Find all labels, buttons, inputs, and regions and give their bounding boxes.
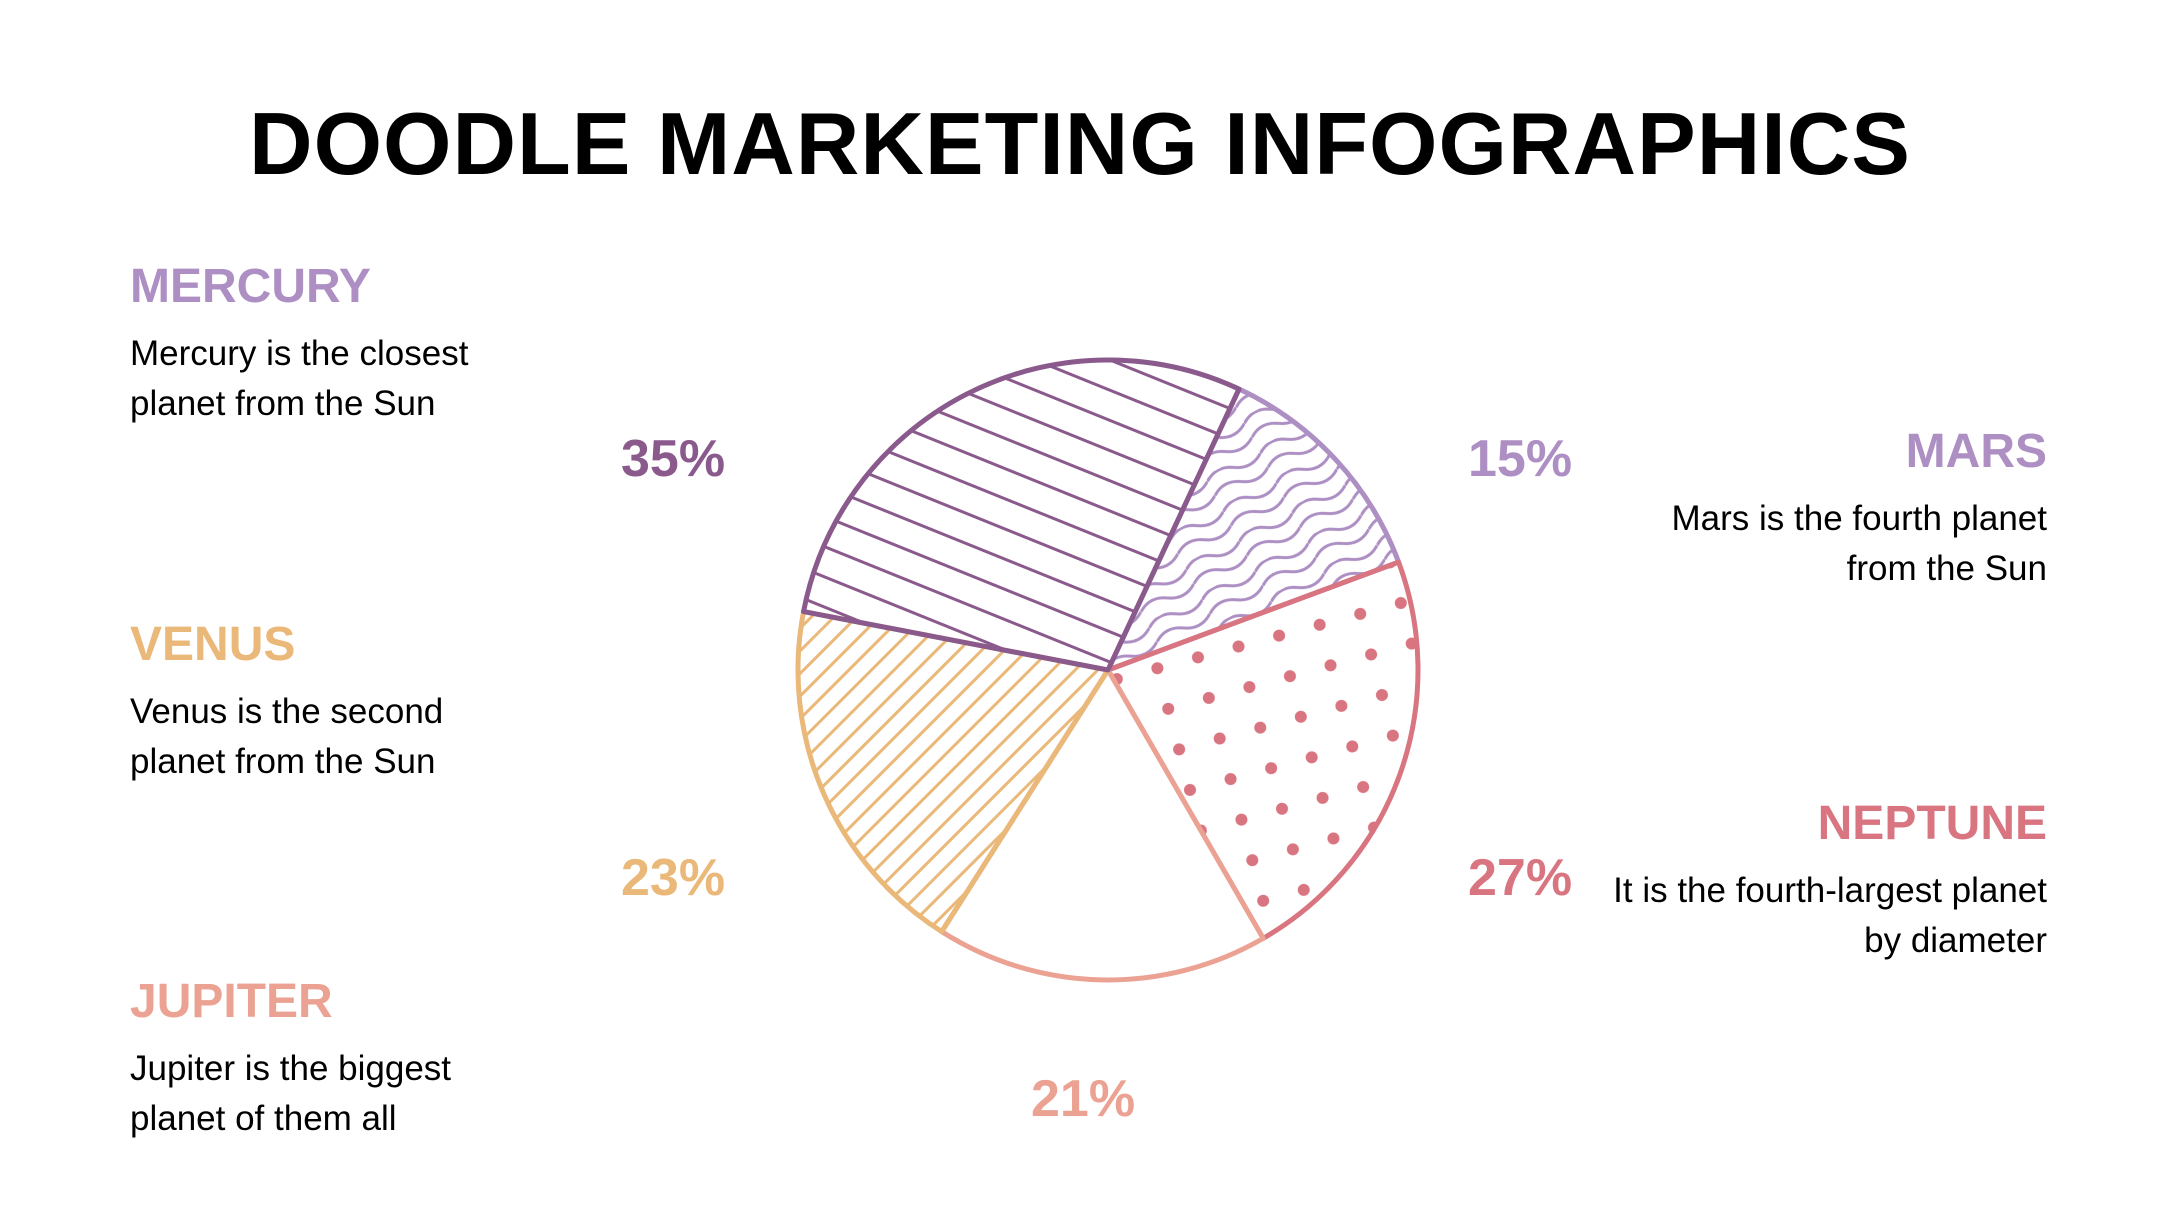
pie-slice-venus xyxy=(795,609,1111,935)
legend-desc-mars: Mars is the fourth planet from the Sun xyxy=(1671,499,2047,588)
pct-label-venus: 23% xyxy=(621,849,726,907)
legend-desc-mercury: Mercury is the closest planet from the S… xyxy=(130,334,469,423)
page-title: DOODLE MARKETING INFOGRAPHICS xyxy=(249,94,1911,193)
legend-name-jupiter: JUPITER xyxy=(130,975,333,1028)
legend-mercury: MERCURY Mercury is the closest planet fr… xyxy=(130,263,690,429)
legend-name-neptune: NEPTUNE xyxy=(1817,797,2047,850)
pct-label-jupiter: 21% xyxy=(1031,1070,1136,1128)
legend-desc-jupiter: Jupiter is the biggest planet of them al… xyxy=(130,1049,452,1138)
legend-mars: MARS Mars is the fourth planet from the … xyxy=(1487,428,2047,594)
pct-label-mars: 15% xyxy=(1468,430,1573,488)
legend-desc-neptune: It is the fourth-largest planet by diame… xyxy=(1613,871,2047,960)
legend-neptune: NEPTUNE It is the fourth-largest planet … xyxy=(1487,800,2047,966)
legend-name-mercury: MERCURY xyxy=(130,260,371,313)
pie-slice-mercury xyxy=(801,357,1242,673)
legend-name-venus: VENUS xyxy=(130,618,296,671)
pie-slice-jupiter xyxy=(939,667,1266,983)
pct-label-neptune: 27% xyxy=(1468,849,1573,907)
legend-jupiter: JUPITER Jupiter is the biggest planet of… xyxy=(130,978,690,1144)
legend-venus: VENUS Venus is the second planet from th… xyxy=(130,621,690,787)
pie-slice-mars xyxy=(1105,386,1402,673)
pie-slice-neptune xyxy=(1105,559,1421,941)
pct-label-mercury: 35% xyxy=(621,430,726,488)
legend-desc-venus: Venus is the second planet from the Sun xyxy=(130,692,444,781)
legend-name-mars: MARS xyxy=(1905,425,2047,478)
